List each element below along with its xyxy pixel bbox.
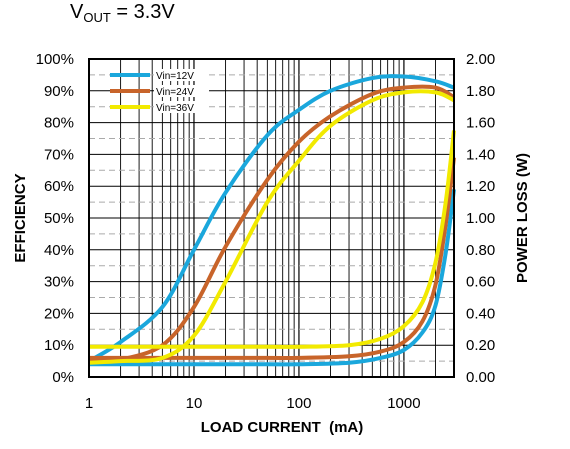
x-tick-label: 1 bbox=[85, 395, 93, 412]
y-left-tick-label: 70% bbox=[44, 146, 74, 163]
y-right-tick-label: 0.40 bbox=[466, 305, 495, 322]
y-left-tick-label: 80% bbox=[44, 115, 74, 132]
legend-text-bg-36v bbox=[154, 101, 209, 113]
y-right-tick-label: 0.60 bbox=[466, 274, 495, 291]
y-right-tick-label: 1.60 bbox=[466, 115, 495, 132]
y-right-tick-label: 1.80 bbox=[466, 83, 495, 100]
legend-text-bg-24v bbox=[154, 85, 209, 97]
y-right-tick-label: 0.20 bbox=[466, 337, 495, 354]
power-loss-line-36v bbox=[89, 130, 456, 349]
x-axis-label: LOAD CURRENT (mA) bbox=[201, 419, 364, 436]
legend-label-36v: Vin=36V bbox=[156, 103, 194, 114]
efficiency-line-12v bbox=[87, 74, 455, 363]
y-left-tick-label: 30% bbox=[44, 274, 74, 291]
y-right-tick-label: 1.20 bbox=[466, 178, 495, 195]
y-axis-label-left: EFFICIENCY bbox=[12, 173, 29, 262]
data-series bbox=[87, 74, 456, 367]
legend-label-24v: Vin=24V bbox=[156, 87, 194, 98]
x-tick-label: 1000 bbox=[387, 395, 420, 412]
y-left-tick-label: 10% bbox=[44, 337, 74, 354]
x-tick-label: 10 bbox=[186, 395, 203, 412]
legend-label-12v: Vin=12V bbox=[156, 71, 194, 82]
y-left-tick-label: 100% bbox=[36, 51, 74, 68]
y-left-tick-label: 20% bbox=[44, 305, 74, 322]
power-loss-line-12v bbox=[88, 189, 456, 367]
efficiency-line-36v bbox=[88, 89, 455, 365]
plot-frame bbox=[88, 58, 455, 378]
legend-text-bg-12v bbox=[154, 69, 209, 81]
y-axis-label-right: POWER LOSS (W) bbox=[514, 153, 531, 283]
y-right-tick-label: 0.00 bbox=[466, 369, 495, 386]
y-left-tick-label: 40% bbox=[44, 242, 74, 259]
tick-labels: 1 10 100 1000 0% 10% 20% 30% 40% 50% 60% 70% 80% 90% 1… bbox=[36, 51, 496, 412]
y-left-tick-label: 90% bbox=[44, 83, 74, 100]
y-right-tick-label: 1.00 bbox=[466, 210, 495, 227]
y-left-tick-label: 50% bbox=[44, 210, 74, 227]
chart-title-main: V bbox=[70, 1, 84, 23]
y-right-tick-label: 1.40 bbox=[466, 146, 495, 163]
chart-title-sub: OUT bbox=[83, 10, 111, 25]
y-left-tick-label: 60% bbox=[44, 178, 74, 195]
legend: Vin=12V Vin=24V Vin=36V bbox=[110, 69, 209, 114]
y-left-tick-label: 0% bbox=[52, 369, 74, 386]
chart-title-rest: = 3.3V bbox=[111, 1, 176, 23]
x-tick-label: 100 bbox=[286, 395, 311, 412]
chart-title: VOUT = 3.3V bbox=[70, 1, 175, 25]
y-right-tick-label: 2.00 bbox=[466, 51, 495, 68]
power-loss-line-24v bbox=[89, 157, 456, 361]
y-right-tick-label: 0.80 bbox=[466, 242, 495, 259]
